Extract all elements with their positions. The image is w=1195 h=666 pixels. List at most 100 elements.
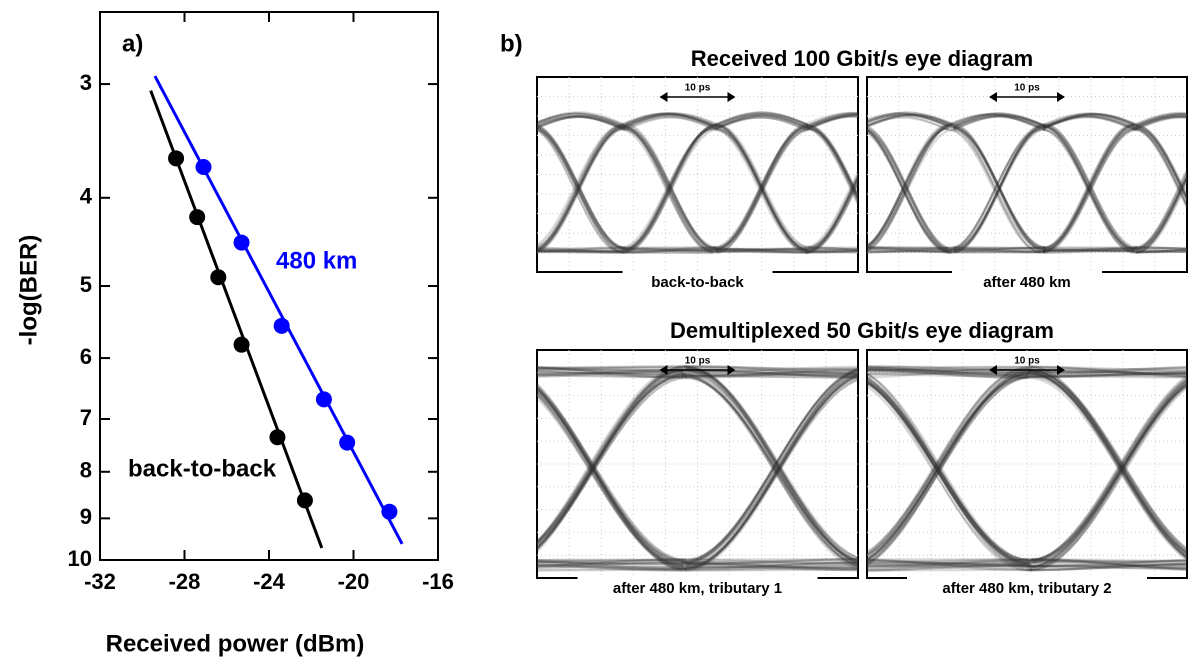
eye-trace: [347, 129, 439, 253]
eye-trace: [348, 129, 440, 251]
eye-trace: [127, 563, 312, 564]
eye-trace: [314, 371, 499, 564]
x-tick-label: -20: [338, 569, 370, 594]
eye-trace: [313, 373, 498, 565]
eye-trace: [127, 368, 312, 374]
eye-trace: [848, 570, 1033, 571]
eye-caption: after 480 km, tributary 2: [942, 580, 1111, 597]
eye-trace: [317, 375, 502, 566]
eye-caption: after 480 km, tributary 1: [613, 580, 782, 597]
data-point: [381, 504, 397, 520]
eye-trace: [127, 563, 312, 564]
eye-trace: [345, 114, 437, 127]
time-scale-label: 10 ps: [1014, 356, 1040, 367]
eye-trace: [439, 126, 531, 249]
eye-trace: [442, 127, 534, 250]
data-point: [269, 429, 285, 445]
eye-trace: [312, 372, 497, 569]
eye-trace: [129, 562, 314, 570]
eye-trace: [348, 130, 440, 251]
y-tick-label: 10: [68, 546, 92, 571]
eye-trace: [317, 371, 502, 375]
eye-trace: [439, 125, 531, 249]
eye-trace: [315, 371, 500, 560]
eye-trace: [345, 128, 437, 252]
eye-trace: [314, 372, 499, 562]
eye-trace: [1045, 247, 1137, 248]
eye-trace: [437, 130, 529, 253]
eye-trace: [315, 562, 500, 566]
eye-trace: [127, 376, 312, 377]
eye-trace: [345, 116, 437, 129]
eye-trace: [348, 113, 440, 125]
eye-trace: [440, 250, 532, 251]
eye-trace: [442, 128, 534, 248]
y-tick-label: 8: [80, 458, 92, 483]
eye-trace: [317, 562, 502, 567]
eye-trace: [314, 378, 499, 571]
eye-trace: [347, 114, 439, 128]
eye-trace: [441, 250, 533, 251]
eye-trace: [442, 248, 534, 251]
eye-trace: [440, 129, 532, 247]
eye-trace: [344, 126, 436, 249]
eye-trace: [316, 375, 501, 569]
eye-trace: [438, 124, 530, 248]
eye-trace: [314, 373, 499, 377]
eye-trace: [348, 247, 440, 251]
eye-trace: [317, 367, 502, 375]
eye-trace: [312, 371, 497, 373]
eye-trace: [132, 374, 317, 376]
eye-trace: [344, 128, 436, 248]
eye-trace: [441, 127, 533, 250]
eye-trace: [442, 124, 534, 252]
panel-a: a) Received power (dBm) -log(BER) 345678…: [15, 12, 454, 657]
eye-trace: [316, 367, 501, 369]
eye-trace: [312, 369, 497, 374]
eye-trace: [316, 367, 501, 371]
eye-trace: [317, 378, 502, 567]
eye-trace: [344, 127, 436, 249]
eye-trace: [441, 126, 533, 249]
eye-trace: [344, 249, 436, 251]
data-point: [234, 337, 250, 353]
eye-trace: [439, 124, 531, 247]
eye-trace: [438, 127, 530, 249]
eye-trace: [129, 560, 314, 567]
eye-trace: [127, 369, 312, 378]
eye-trace: [438, 248, 530, 250]
eye-trace: [317, 376, 502, 569]
row-title: Demultiplexed 50 Gbit/s eye diagram: [670, 318, 1054, 343]
eye-trace: [314, 371, 499, 567]
eye-trace: [440, 115, 532, 128]
time-scale-label: 10 ps: [685, 83, 711, 94]
eye-trace: [347, 118, 439, 130]
eye-trace: [439, 248, 531, 249]
eye-trace: [439, 114, 531, 128]
eye-trace: [440, 128, 532, 253]
eye-trace: [347, 127, 439, 247]
eye-trace: [315, 368, 500, 561]
eye-trace: [127, 368, 312, 374]
eye-caption: back-to-back: [651, 274, 744, 291]
eye-trace: [440, 125, 532, 251]
eye-trace: [316, 373, 501, 567]
eye-trace: [314, 371, 499, 571]
eye-trace: [130, 372, 315, 373]
data-point: [339, 435, 355, 451]
eye-trace: [317, 369, 502, 565]
eye-trace: [312, 370, 497, 371]
eye-trace: [129, 567, 314, 568]
eye-trace: [1045, 250, 1137, 251]
x-tick-label: -24: [253, 569, 286, 594]
eye-trace: [130, 561, 315, 565]
eye-trace: [439, 247, 531, 248]
data-point: [274, 318, 290, 334]
eye-trace: [315, 369, 500, 571]
eye-trace: [442, 116, 534, 129]
eye-trace: [439, 126, 531, 252]
eye-trace: [442, 248, 534, 251]
eye-trace: [350, 247, 442, 248]
eye-trace: [129, 376, 314, 377]
eye-trace: [442, 126, 534, 249]
